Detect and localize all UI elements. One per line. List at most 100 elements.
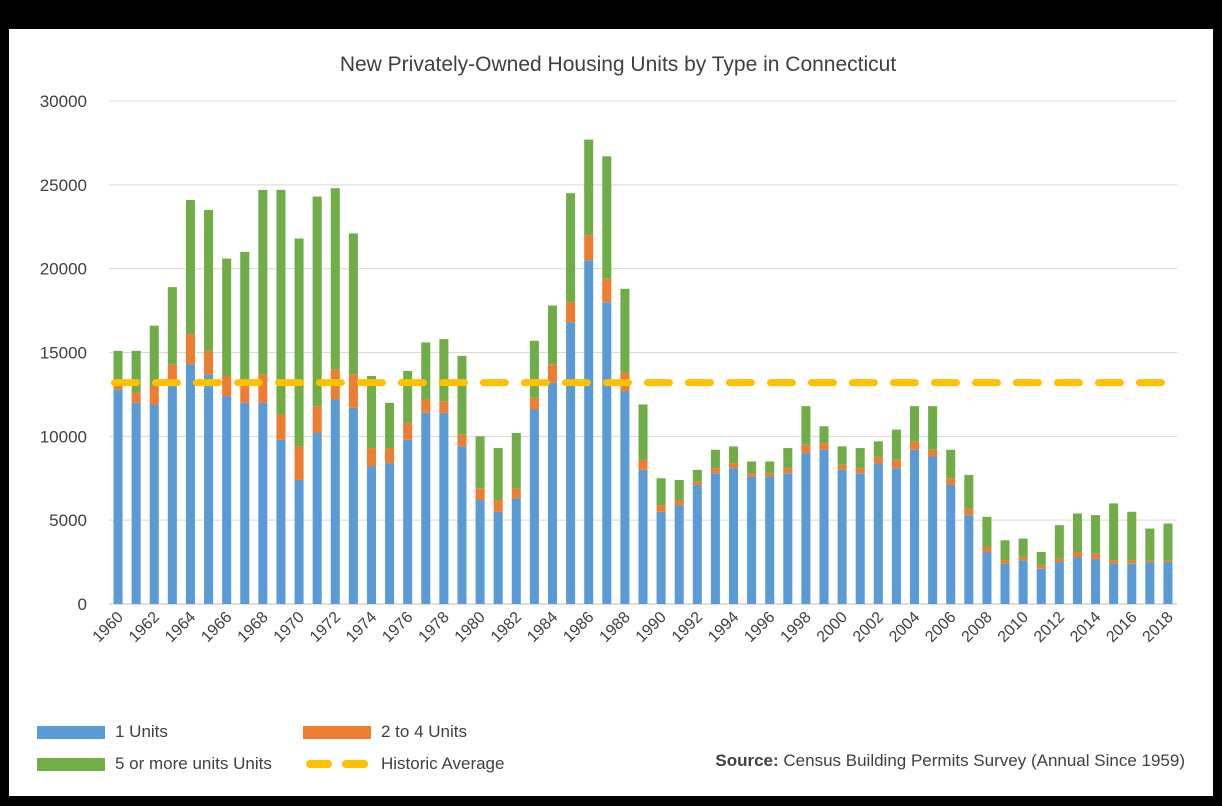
bar-stack-1970 (294, 238, 304, 604)
bar-2-to-4-units-1978 (439, 401, 449, 413)
bar-1-units-2000 (837, 469, 847, 604)
bar-stack-2001 (855, 448, 865, 604)
bar-stack-2009 (1000, 540, 1010, 604)
bar-5-plus-units-1974 (366, 375, 376, 449)
bar-stack-2000 (837, 446, 847, 604)
y-tick-label: 15000 (40, 344, 87, 363)
bar-1-units-1993 (710, 473, 720, 604)
bar-stack-2016 (1127, 511, 1137, 604)
bar-stack-2015 (1109, 503, 1119, 604)
x-tick-label: 1982 (488, 609, 525, 646)
bar-2-to-4-units-2017 (1145, 560, 1155, 563)
bar-2-to-4-units-1966 (222, 375, 232, 397)
bar-stack-1962 (149, 325, 159, 604)
bar-stack-1998 (801, 406, 811, 604)
bar-5-plus-units-2010 (1018, 538, 1028, 558)
bar-5-plus-units-1977 (421, 342, 431, 400)
bar-stack-1997 (783, 448, 793, 604)
x-tick-label: 1988 (597, 609, 634, 646)
bar-2-to-4-units-2013 (1072, 552, 1082, 558)
bar-2-to-4-units-1973 (348, 374, 358, 408)
bar-stack-1980 (475, 436, 485, 604)
bar-stack-2012 (1054, 525, 1064, 604)
bar-1-units-1984 (547, 382, 558, 604)
bar-5-plus-units-1976 (403, 370, 413, 423)
legend-label: 1 Units (115, 722, 168, 741)
legend-label: 2 to 4 Units (381, 722, 467, 741)
bar-5-plus-units-1972 (330, 188, 340, 370)
bar-5-plus-units-1990 (656, 478, 666, 506)
bar-1-units-2001 (855, 473, 865, 604)
bar-1-units-2009 (1000, 563, 1010, 604)
bar-5-plus-units-1986 (584, 139, 594, 236)
bar-5-plus-units-1993 (710, 449, 720, 469)
bar-2-to-4-units-1982 (511, 488, 521, 499)
bar-2-to-4-units-2014 (1091, 553, 1101, 559)
bar-2-to-4-units-1979 (457, 434, 467, 447)
y-tick-label: 10000 (40, 427, 87, 446)
bar-2-to-4-units-1989 (638, 459, 648, 470)
bar-stack-1983 (529, 340, 539, 604)
bar-5-plus-units-1983 (529, 340, 539, 398)
bar-2-to-4-units-1990 (656, 505, 666, 512)
bar-stack-1965 (204, 209, 214, 604)
bar-2-to-4-units-1983 (529, 397, 539, 410)
bar-1-units-1994 (728, 468, 739, 604)
bar-stack-2007 (964, 474, 974, 604)
bar-1-units-1963 (167, 386, 177, 604)
bar-2-to-4-units-1994 (728, 463, 739, 469)
x-tick-label: 1992 (669, 609, 706, 646)
bar-stack-1979 (457, 355, 467, 604)
bar-1-units-2006 (946, 484, 956, 604)
bar-1-units-1964 (185, 364, 195, 604)
bar-1-units-2007 (964, 515, 974, 604)
bar-5-plus-units-1995 (747, 461, 757, 474)
bar-stack-2004 (910, 406, 920, 604)
bar-2-to-4-units-1993 (710, 468, 720, 474)
bar-stack-1984 (547, 305, 558, 604)
bar-1-units-1966 (222, 396, 232, 604)
bar-1-units-1965 (204, 374, 214, 604)
bar-1-units-1991 (674, 505, 684, 604)
bar-1-units-1967 (240, 402, 250, 604)
bar-1-units-2014 (1091, 558, 1101, 604)
chart-title: New Privately-Owned Housing Units by Typ… (340, 53, 897, 76)
bar-stack-2008 (982, 516, 992, 604)
bar-5-plus-units-1973 (348, 233, 358, 375)
x-tick-label: 1962 (126, 609, 163, 646)
bar-stack-2010 (1018, 538, 1028, 604)
bar-1-units-1990 (656, 511, 666, 604)
bars (113, 139, 1173, 604)
legend-item-historic-average: Historic Average (303, 754, 504, 774)
bar-stack-1985 (566, 193, 576, 604)
bar-1-units-2017 (1145, 562, 1155, 604)
bar-1-units-1985 (566, 322, 576, 604)
bar-2-to-4-units-1975 (385, 448, 395, 464)
bar-stack-2006 (946, 449, 956, 604)
bar-1-units-1973 (348, 407, 358, 604)
bar-5-plus-units-2001 (855, 448, 865, 469)
bar-5-plus-units-2011 (1036, 552, 1046, 566)
bar-1-units-2018 (1163, 562, 1173, 604)
bar-stack-2011 (1036, 552, 1046, 604)
chart-frame: New Privately-Owned Housing Units by Typ… (9, 29, 1213, 796)
bar-5-plus-units-2006 (946, 449, 956, 479)
y-tick-label: 5000 (49, 511, 87, 530)
bar-2-to-4-units-1963 (167, 364, 177, 387)
bar-2-to-4-units-2002 (873, 456, 883, 464)
bar-stack-1994 (728, 446, 739, 604)
bar-stack-1992 (692, 469, 702, 604)
y-tick-label: 25000 (40, 176, 87, 195)
bar-5-plus-units-2008 (982, 516, 992, 547)
bar-2-to-4-units-2011 (1036, 565, 1046, 569)
bar-2-to-4-units-2015 (1109, 560, 1119, 564)
x-tick-label: 1964 (162, 609, 199, 646)
legend-item-2-to-4-units: 2 to 4 Units (303, 722, 467, 742)
legend-label: Historic Average (381, 754, 505, 773)
bar-1-units-2016 (1127, 563, 1137, 604)
bar-1-units-2005 (928, 456, 938, 604)
bar-stack-1960 (113, 350, 123, 604)
bar-stack-1999 (819, 426, 829, 604)
bar-5-plus-units-1968 (258, 189, 268, 375)
x-tick-label: 2006 (922, 609, 959, 646)
